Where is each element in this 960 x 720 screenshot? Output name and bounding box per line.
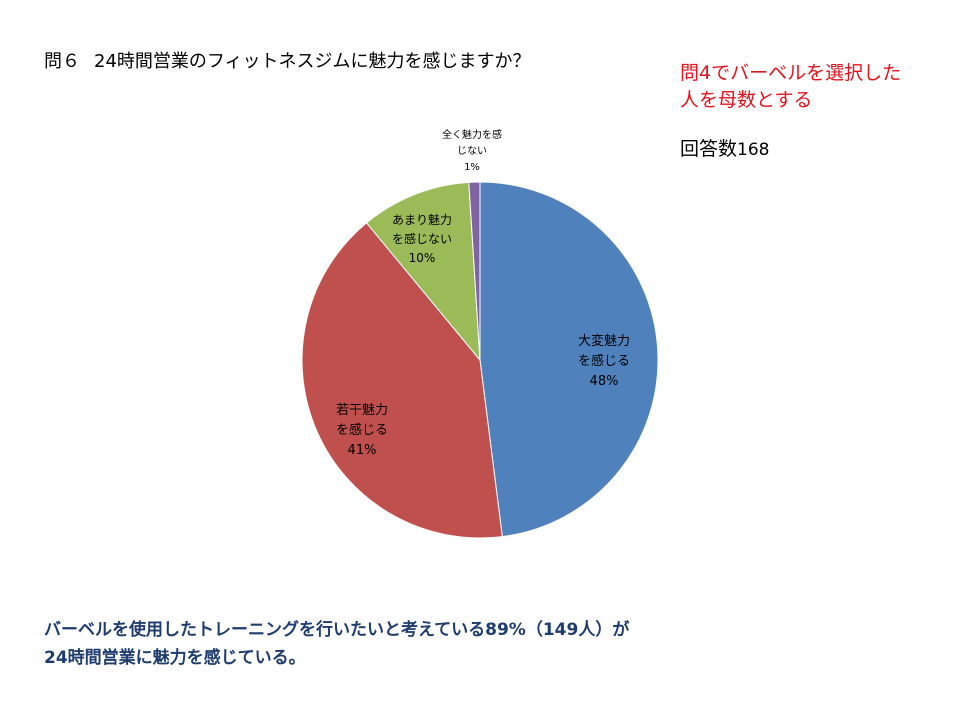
slice-label-line1: 全く魅力を感	[442, 128, 502, 141]
pie-slice-1	[479, 181, 659, 538]
response-count-label: 回答数	[680, 138, 738, 160]
pie-slice-2	[301, 222, 503, 539]
slice-value-label: 10%	[409, 251, 436, 265]
conclusion-line-1: バーベルを使用したトレーニングを行いたいと考えている89%（149人）が	[44, 620, 630, 640]
response-count-value: 168	[737, 140, 770, 160]
pie-slice-4	[468, 181, 481, 361]
slice-value-label: 41%	[348, 443, 377, 458]
slice-label-line2: を感じる	[336, 422, 388, 438]
slice-value-label: 48%	[590, 374, 619, 389]
population-note: 問4でバーベルを選択した 人を母数とする	[680, 60, 950, 114]
slice-label-3: あまり魅力を感じない 10%	[392, 212, 452, 265]
slice-label-line2: じない	[457, 145, 487, 157]
note-line-2: 人を母数とする	[680, 89, 813, 111]
slice-label-line1: 若干魅力	[336, 402, 388, 418]
response-count: 回答数168	[680, 134, 769, 161]
slice-label-2: 若干魅力を感じる 41%	[336, 402, 388, 458]
question-text: 24時間営業のフィットネスジムに魅力を感じますか？	[94, 51, 531, 72]
question-title: 問６ 24時間営業のフィットネスジムに魅力を感じますか？	[44, 47, 531, 73]
slice-label-line2: を感じない	[392, 231, 452, 246]
slice-label-line1: あまり魅力	[392, 212, 452, 227]
conclusion-line-2: 24時間営業に魅力を感じている。	[44, 648, 306, 668]
slice-label-line2: を感じる	[578, 353, 630, 369]
conclusion-text: バーベルを使用したトレーニングを行いたいと考えている89%（149人）が 24時…	[44, 616, 924, 672]
slice-label-4: 全く魅力を感じない 1%	[442, 128, 502, 173]
pie-slice-3	[365, 181, 481, 362]
slice-value-label: 1%	[464, 162, 480, 173]
question-number: 問６	[44, 51, 80, 72]
slice-label-1: 大変魅力を感じる 48%	[578, 333, 630, 389]
note-line-1: 問4でバーベルを選択した	[680, 62, 902, 84]
slice-label-line1: 大変魅力	[578, 333, 630, 349]
